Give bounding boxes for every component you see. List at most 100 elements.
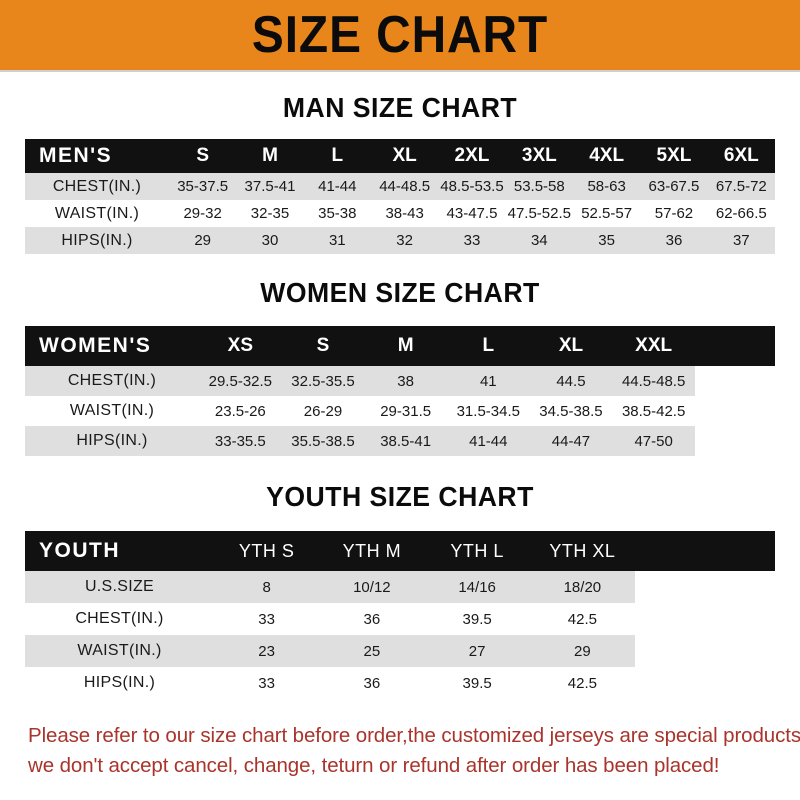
- youth-size-header-xl: YTH XL: [549, 540, 616, 561]
- man-size-header-3xl: 3XL: [521, 145, 557, 166]
- man-hips-2xl: 33: [438, 227, 506, 254]
- women-chest-s: 32.5-35.5: [281, 366, 365, 396]
- women-header-label: WOMEN'S: [39, 334, 152, 357]
- table-row: HIPS(IN.) 29 30 31 32 33 34 35 36 37: [25, 227, 775, 254]
- man-header-label: MEN'S: [39, 144, 113, 167]
- youth-size-chart-section: YOUTH SIZE CHART YOUTH YTH S YTH M YTH L…: [0, 483, 800, 699]
- youth-section-title: YOUTH SIZE CHART: [266, 481, 534, 512]
- order-policy-line-2: we don't accept cancel, change, teturn o…: [28, 753, 720, 777]
- man-chest-s: 35-37.5: [169, 173, 237, 200]
- page-title: SIZE CHART: [251, 6, 549, 64]
- man-waist-l: 35-38: [303, 200, 371, 227]
- man-table-header-row: MEN'S S M L XL 2XL 3XL 4XL 5XL 6XL: [25, 139, 775, 173]
- man-size-header-m: M: [262, 145, 278, 166]
- man-waist-s: 29-32: [169, 200, 237, 227]
- man-size-header-6xl: 6XL: [723, 145, 759, 166]
- man-hips-6xl: 37: [707, 227, 775, 254]
- table-row: HIPS(IN.) 33 36 39.5 42.5: [25, 667, 775, 699]
- man-hips-3xl: 34: [505, 227, 573, 254]
- youth-row-label-hips: HIPS(IN.): [25, 667, 214, 699]
- youth-hips-spacer: [635, 667, 775, 699]
- youth-chest-s: 33: [214, 603, 320, 635]
- women-hips-s: 35.5-38.5: [281, 426, 365, 456]
- man-waist-5xl: 57-62: [640, 200, 708, 227]
- man-size-header-l: L: [331, 145, 344, 166]
- women-waist-xl: 34.5-38.5: [529, 396, 613, 426]
- women-chest-l: 41: [446, 366, 530, 396]
- women-chest-m: 38: [364, 366, 447, 396]
- women-waist-s: 26-29: [281, 396, 365, 426]
- man-hips-s: 29: [169, 227, 237, 254]
- women-size-header-xs: XS: [227, 335, 253, 356]
- women-size-table: WOMEN'S XS S M L XL XXL CHEST(IN.) 29.5-…: [25, 326, 775, 456]
- women-chest-spacer: [695, 366, 775, 396]
- youth-waist-m: 25: [319, 635, 425, 667]
- women-row-label-waist: WAIST(IN.): [25, 396, 199, 426]
- women-chest-xs: 29.5-32.5: [199, 366, 282, 396]
- order-policy-note: Please refer to our size chart before or…: [0, 721, 800, 780]
- women-row-label-chest: CHEST(IN.): [25, 366, 199, 396]
- size-chart-banner: SIZE CHART: [0, 0, 800, 72]
- women-size-chart-section: WOMEN SIZE CHART WOMEN'S XS S M L XL XXL…: [0, 279, 800, 456]
- women-hips-xl: 44-47: [529, 426, 613, 456]
- youth-hips-l: 39.5: [424, 667, 530, 699]
- man-row-label-chest: CHEST(IN.): [25, 173, 169, 200]
- youth-size-header-s: YTH S: [238, 540, 295, 561]
- youth-waist-s: 23: [214, 635, 320, 667]
- youth-ussize-xl: 18/20: [529, 571, 635, 603]
- youth-hips-s: 33: [214, 667, 320, 699]
- man-chest-3xl: 53.5-58: [505, 173, 573, 200]
- women-hips-xxl: 47-50: [612, 426, 695, 456]
- youth-size-header-l: YTH L: [450, 540, 504, 561]
- man-hips-l: 31: [303, 227, 371, 254]
- youth-ussize-m: 10/12: [319, 571, 425, 603]
- youth-chest-spacer: [635, 603, 775, 635]
- man-size-header-2xl: 2XL: [454, 145, 490, 166]
- youth-size-header-m: YTH M: [342, 540, 402, 561]
- table-row: CHEST(IN.) 33 36 39.5 42.5: [25, 603, 775, 635]
- youth-row-label-waist: WAIST(IN.): [25, 635, 214, 667]
- table-row: HIPS(IN.) 33-35.5 35.5-38.5 38.5-41 41-4…: [25, 426, 775, 456]
- youth-ussize-l: 14/16: [424, 571, 530, 603]
- man-waist-4xl: 52.5-57: [572, 200, 641, 227]
- youth-hips-xl: 42.5: [529, 667, 635, 699]
- order-policy-line-1: Please refer to our size chart before or…: [28, 724, 800, 747]
- man-size-header-xl: XL: [392, 145, 417, 166]
- youth-hips-m: 36: [319, 667, 425, 699]
- man-size-header-5xl: 5XL: [656, 145, 692, 166]
- women-waist-m: 29-31.5: [364, 396, 447, 426]
- women-waist-l: 31.5-34.5: [446, 396, 530, 426]
- women-waist-spacer: [695, 396, 775, 426]
- youth-row-label-chest: CHEST(IN.): [25, 603, 214, 635]
- man-chest-xl: 44-48.5: [370, 173, 439, 200]
- man-waist-xl: 38-43: [370, 200, 439, 227]
- women-hips-m: 38.5-41: [364, 426, 447, 456]
- man-chest-l: 41-44: [303, 173, 371, 200]
- youth-chest-xl: 42.5: [529, 603, 635, 635]
- youth-waist-xl: 29: [529, 635, 635, 667]
- table-row: WAIST(IN.) 29-32 32-35 35-38 38-43 43-47…: [25, 200, 775, 227]
- women-size-header-xxl: XXL: [635, 335, 673, 356]
- man-hips-xl: 32: [370, 227, 439, 254]
- man-size-chart-section: MAN SIZE CHART MEN'S S M L XL 2XL 3XL 4X…: [0, 94, 800, 254]
- women-table-header-row: WOMEN'S XS S M L XL XXL: [25, 326, 775, 366]
- youth-ussize-s: 8: [214, 571, 320, 603]
- man-hips-4xl: 35: [572, 227, 641, 254]
- women-size-header-m: M: [397, 335, 414, 356]
- man-waist-6xl: 62-66.5: [707, 200, 775, 227]
- women-header-spacer: [695, 326, 775, 366]
- youth-size-table: YOUTH YTH S YTH M YTH L YTH XL U.S.SIZE …: [25, 531, 775, 699]
- women-waist-xs: 23.5-26: [199, 396, 282, 426]
- man-hips-5xl: 36: [640, 227, 708, 254]
- man-chest-5xl: 63-67.5: [640, 173, 708, 200]
- women-waist-xxl: 38.5-42.5: [612, 396, 695, 426]
- table-row: CHEST(IN.) 29.5-32.5 32.5-35.5 38 41 44.…: [25, 366, 775, 396]
- man-chest-m: 37.5-41: [236, 173, 304, 200]
- youth-table-header-row: YOUTH YTH S YTH M YTH L YTH XL: [25, 531, 775, 571]
- youth-chest-m: 36: [319, 603, 425, 635]
- youth-waist-l: 27: [424, 635, 530, 667]
- women-hips-l: 41-44: [446, 426, 530, 456]
- youth-waist-spacer: [635, 635, 775, 667]
- table-row: CHEST(IN.) 35-37.5 37.5-41 41-44 44-48.5…: [25, 173, 775, 200]
- man-waist-2xl: 43-47.5: [438, 200, 506, 227]
